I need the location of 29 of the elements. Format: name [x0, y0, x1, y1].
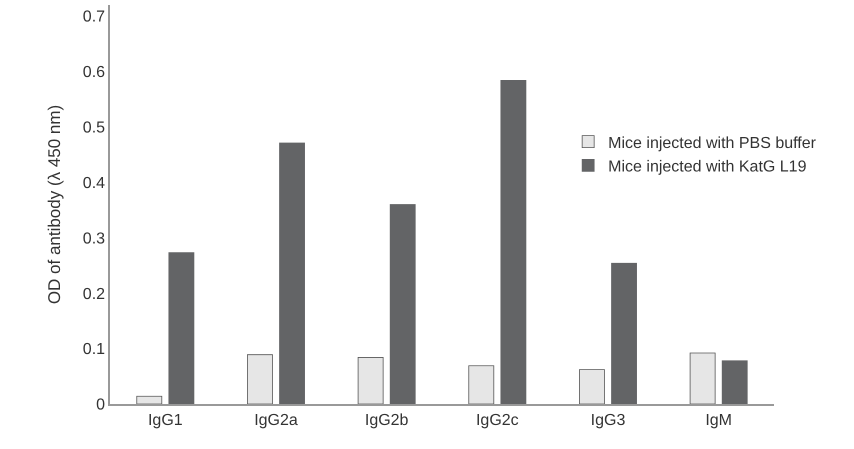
bar — [279, 142, 305, 404]
bar — [358, 357, 384, 404]
legend-label: Mice injected with KatG L19 — [608, 158, 807, 176]
y-tick-label: 0.5 — [82, 120, 106, 137]
bar — [579, 369, 605, 404]
x-tick-label: IgM — [705, 412, 732, 429]
legend-label: Mice injected with PBS buffer — [608, 134, 817, 152]
y-tick-label: 0.6 — [82, 64, 106, 82]
y-tick-label: 0.4 — [82, 174, 106, 192]
y-tick-label: 0 — [96, 396, 106, 414]
x-tick-label: IgG2a — [254, 412, 298, 429]
y-tick-label: 0.1 — [82, 341, 106, 358]
x-tick-label: IgG1 — [148, 412, 183, 429]
y-tick-label: 0.3 — [82, 230, 106, 248]
y-tick-label: 0.2 — [82, 286, 106, 303]
x-tick-label: IgG3 — [590, 412, 626, 429]
bar — [390, 204, 416, 404]
x-tick-label: IgG2c — [476, 412, 519, 429]
bar — [611, 262, 637, 404]
bar — [690, 352, 716, 404]
y-axis-title: OD of antibody (λ 450 nm) — [44, 104, 64, 304]
y-tick-label: 0.7 — [82, 8, 106, 26]
bar — [168, 252, 194, 404]
bar — [722, 360, 748, 404]
bar — [247, 354, 273, 404]
x-tick-label: IgG2b — [364, 412, 409, 429]
bar — [500, 80, 526, 404]
bar — [468, 365, 494, 404]
bar — [136, 396, 162, 404]
